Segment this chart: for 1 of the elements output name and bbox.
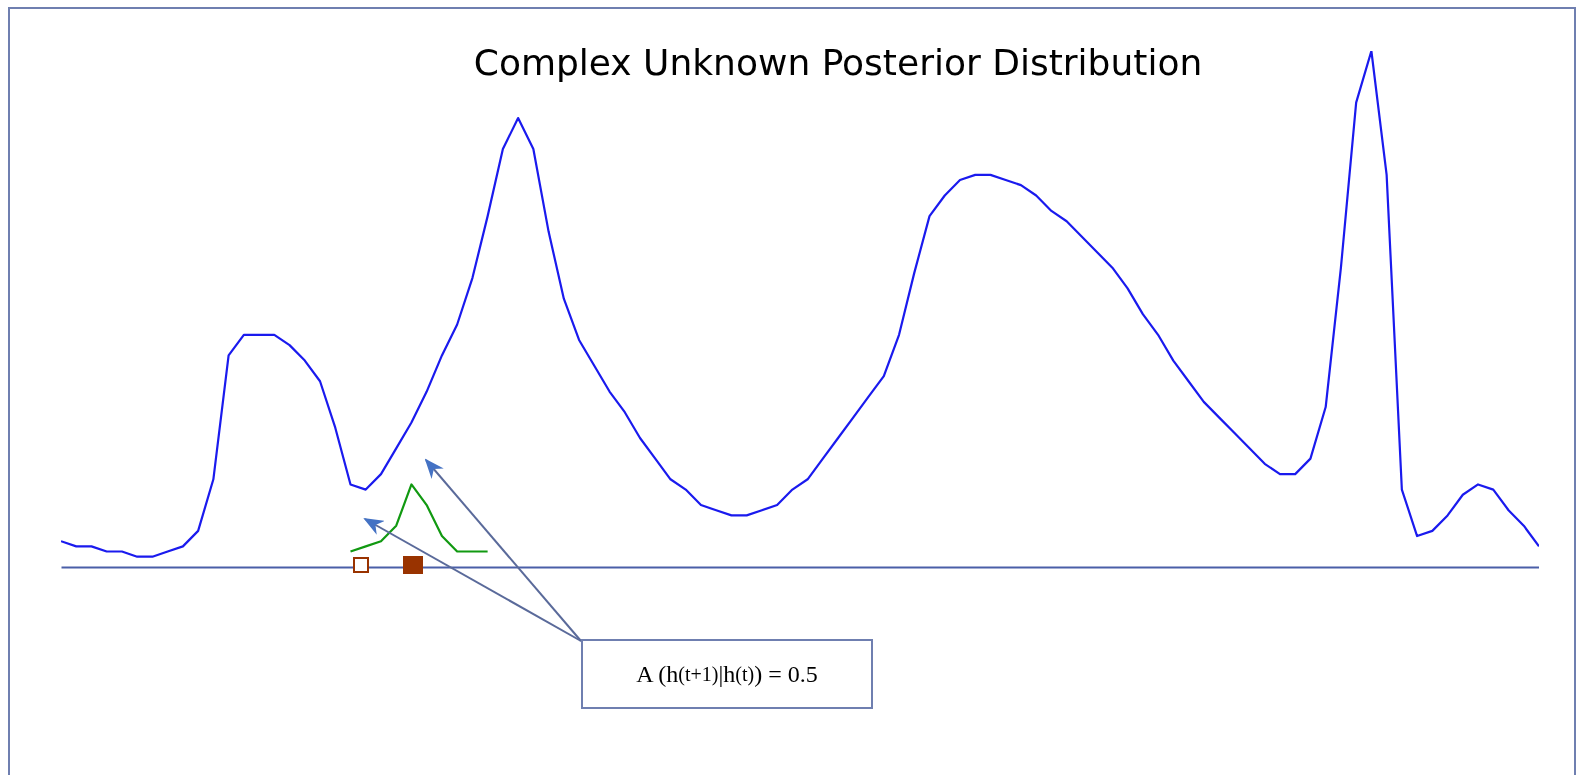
chart-title: Complex Unknown Posterior Distribution xyxy=(472,42,1204,83)
